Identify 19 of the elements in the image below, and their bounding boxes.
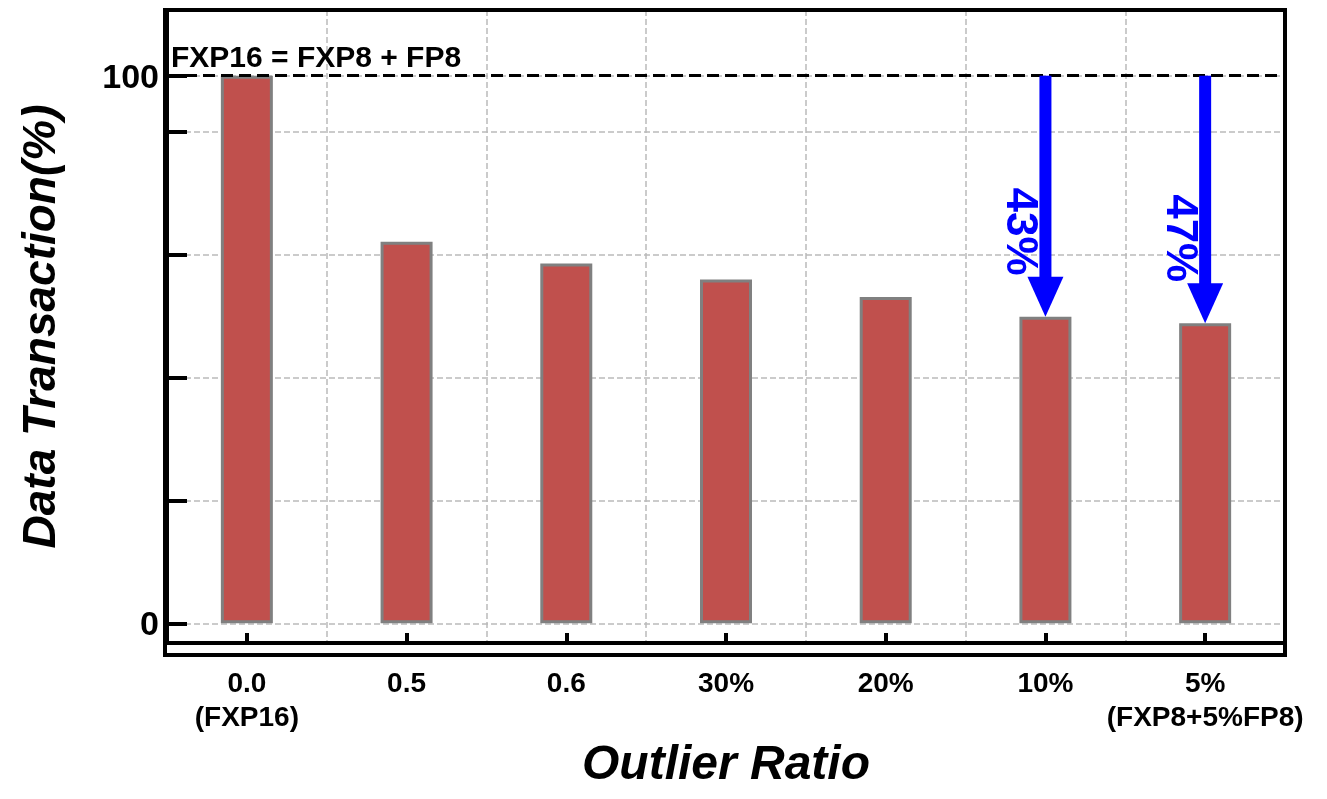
x-tick-label: 0.0 (FXP16) bbox=[194, 666, 299, 732]
bar bbox=[220, 75, 273, 624]
x-tick-label: 10% bbox=[1017, 666, 1074, 698]
x-axis-title: Outlier Ratio bbox=[581, 735, 871, 789]
bar bbox=[700, 279, 752, 624]
bar bbox=[540, 263, 593, 624]
annotation: 43% bbox=[998, 187, 1048, 276]
bar bbox=[380, 241, 433, 624]
x-tick-label: 0.6 bbox=[546, 666, 586, 698]
y-tick-label: 0 bbox=[140, 604, 159, 643]
y-axis-title: Data Transaction(%) bbox=[13, 104, 65, 549]
x-tick-label: 20% bbox=[857, 666, 914, 698]
x-tick-label: 30% bbox=[697, 666, 755, 698]
annotation: 47% bbox=[1158, 194, 1208, 283]
ref-line-label: FXP16 = FXP8 + FP8 bbox=[171, 40, 462, 74]
x-tick-label: 0.5 bbox=[387, 666, 427, 698]
y-tick-label: 100 bbox=[102, 56, 159, 95]
x-tick-label: 5% (FXP8+5%FP8) bbox=[1106, 666, 1304, 732]
bar bbox=[859, 296, 912, 624]
